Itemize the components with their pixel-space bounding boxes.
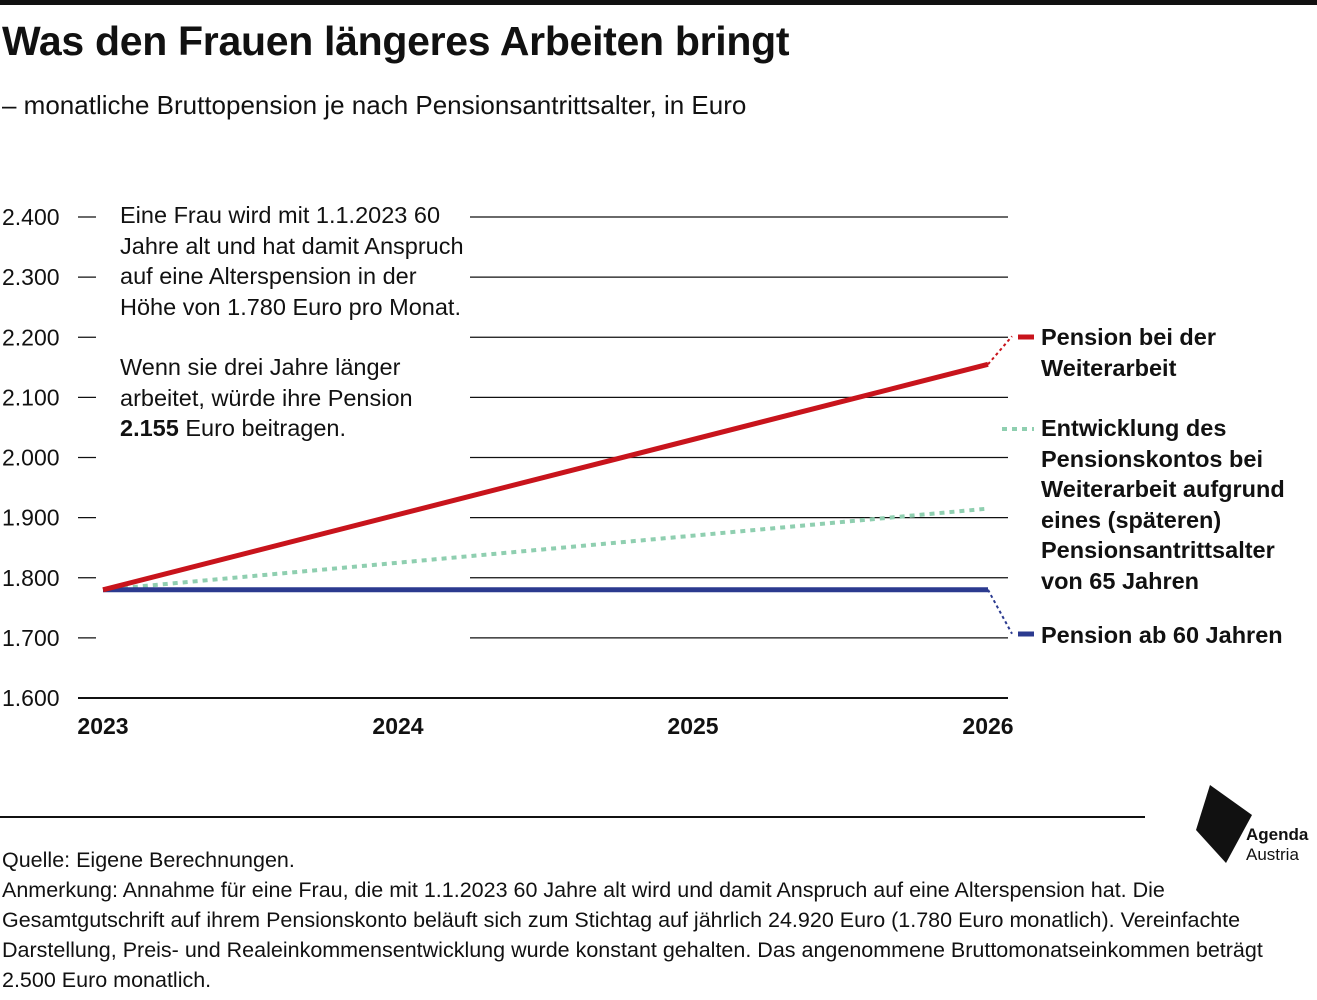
y-tick-label: 2.400 bbox=[2, 204, 60, 230]
agenda-austria-logo: Agenda Austria bbox=[1196, 785, 1316, 865]
legend-connector-red bbox=[987, 335, 1013, 365]
y-tick-label: 1.700 bbox=[2, 625, 60, 651]
x-tick-label: 2024 bbox=[372, 713, 423, 739]
annotation-highlight-value: 2.155 bbox=[120, 415, 179, 441]
footer-rule bbox=[0, 816, 1145, 818]
series-line-weiterarbeit bbox=[102, 361, 989, 593]
footer-source: Quelle: Eigene Berechnungen. bbox=[2, 848, 295, 872]
y-tick-label: 2.200 bbox=[2, 324, 60, 350]
logo-country: Austria bbox=[1246, 845, 1299, 864]
top-rule bbox=[0, 0, 1317, 5]
annotation-text-2-end: Euro beitragen. bbox=[178, 415, 347, 441]
legend-connector-blue bbox=[987, 589, 1013, 635]
logo-name: Agenda bbox=[1246, 825, 1309, 844]
chart-annotation: Eine Frau wird mit 1.1.2023 60 Jahre alt… bbox=[120, 200, 470, 444]
y-tick-label: 1.600 bbox=[2, 685, 60, 711]
legend-label-green: Entwicklung des Pensionskontos bei Weite… bbox=[1041, 415, 1285, 594]
legend-label-red: Pension bei der Weiterarbeit bbox=[1041, 324, 1216, 381]
y-tick-label: 2.300 bbox=[2, 264, 60, 290]
y-tick-label: 2.000 bbox=[2, 445, 60, 471]
annotation-text-2-start: Wenn sie drei Jahre länger arbeitet, wür… bbox=[120, 354, 413, 411]
series-line-kontoentwicklung bbox=[102, 506, 989, 592]
chart-subtitle: – monatliche Bruttopension je nach Pensi… bbox=[2, 90, 747, 120]
logo-mark-icon bbox=[1196, 785, 1252, 863]
annotation-text-2: Wenn sie drei Jahre länger arbeitet, wür… bbox=[120, 352, 470, 444]
legend-label-blue: Pension ab 60 Jahren bbox=[1041, 622, 1283, 648]
chart-title: Was den Frauen längeres Arbeiten bringt bbox=[2, 18, 790, 64]
x-tick-label: 2023 bbox=[77, 713, 128, 739]
y-tick-label: 1.800 bbox=[2, 565, 60, 591]
x-tick-label: 2025 bbox=[667, 713, 718, 739]
footer-note: Anmerkung: Annahme für eine Frau, die mi… bbox=[2, 878, 1263, 992]
annotation-text-1: Eine Frau wird mit 1.1.2023 60 Jahre alt… bbox=[120, 202, 464, 320]
x-tick-label: 2026 bbox=[962, 713, 1013, 739]
line-chart: 1.600 1.700 1.800 1.900 2.000 2.100 2.200 2.300… bbox=[2, 204, 1034, 739]
y-tick-label: 2.100 bbox=[2, 384, 60, 410]
y-tick-label: 1.900 bbox=[2, 505, 60, 531]
